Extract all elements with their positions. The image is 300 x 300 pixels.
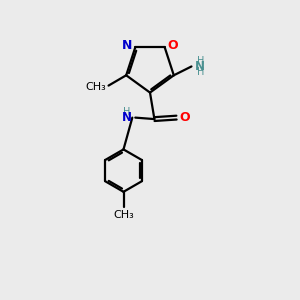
Text: O: O xyxy=(168,39,178,52)
Text: CH₃: CH₃ xyxy=(113,210,134,220)
Text: N: N xyxy=(194,60,204,73)
Text: N: N xyxy=(122,39,132,52)
Text: CH₃: CH₃ xyxy=(85,82,106,92)
Text: H: H xyxy=(123,107,130,117)
Text: H: H xyxy=(197,67,205,77)
Text: N: N xyxy=(122,111,132,124)
Text: H: H xyxy=(197,56,205,66)
Text: O: O xyxy=(179,111,190,124)
